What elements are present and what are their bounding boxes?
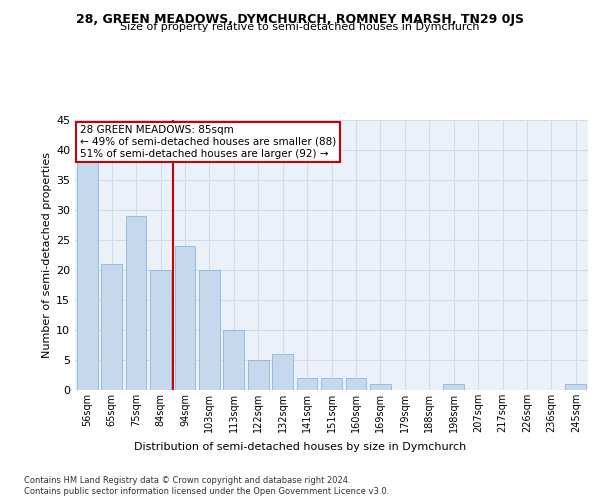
Y-axis label: Number of semi-detached properties: Number of semi-detached properties (42, 152, 52, 358)
Bar (272, 354, 293, 390)
Bar (223, 330, 244, 390)
Bar (150, 270, 171, 390)
Text: 28 GREEN MEADOWS: 85sqm
← 49% of semi-detached houses are smaller (88)
51% of se: 28 GREEN MEADOWS: 85sqm ← 49% of semi-de… (80, 126, 337, 158)
Text: Contains public sector information licensed under the Open Government Licence v3: Contains public sector information licen… (24, 487, 389, 496)
Bar (370, 384, 391, 390)
Text: 28, GREEN MEADOWS, DYMCHURCH, ROMNEY MARSH, TN29 0JS: 28, GREEN MEADOWS, DYMCHURCH, ROMNEY MAR… (76, 12, 524, 26)
Bar (443, 384, 464, 390)
Bar (248, 360, 269, 390)
Bar (101, 264, 122, 390)
Text: Size of property relative to semi-detached houses in Dymchurch: Size of property relative to semi-detach… (120, 22, 480, 32)
Bar (199, 270, 220, 390)
Text: Distribution of semi-detached houses by size in Dymchurch: Distribution of semi-detached houses by … (134, 442, 466, 452)
Bar (296, 378, 317, 390)
Text: Contains HM Land Registry data © Crown copyright and database right 2024.: Contains HM Land Registry data © Crown c… (24, 476, 350, 485)
Bar (565, 384, 586, 390)
Bar (321, 378, 342, 390)
Bar (175, 246, 196, 390)
Bar (346, 378, 367, 390)
Bar (125, 216, 146, 390)
Bar (77, 162, 98, 390)
